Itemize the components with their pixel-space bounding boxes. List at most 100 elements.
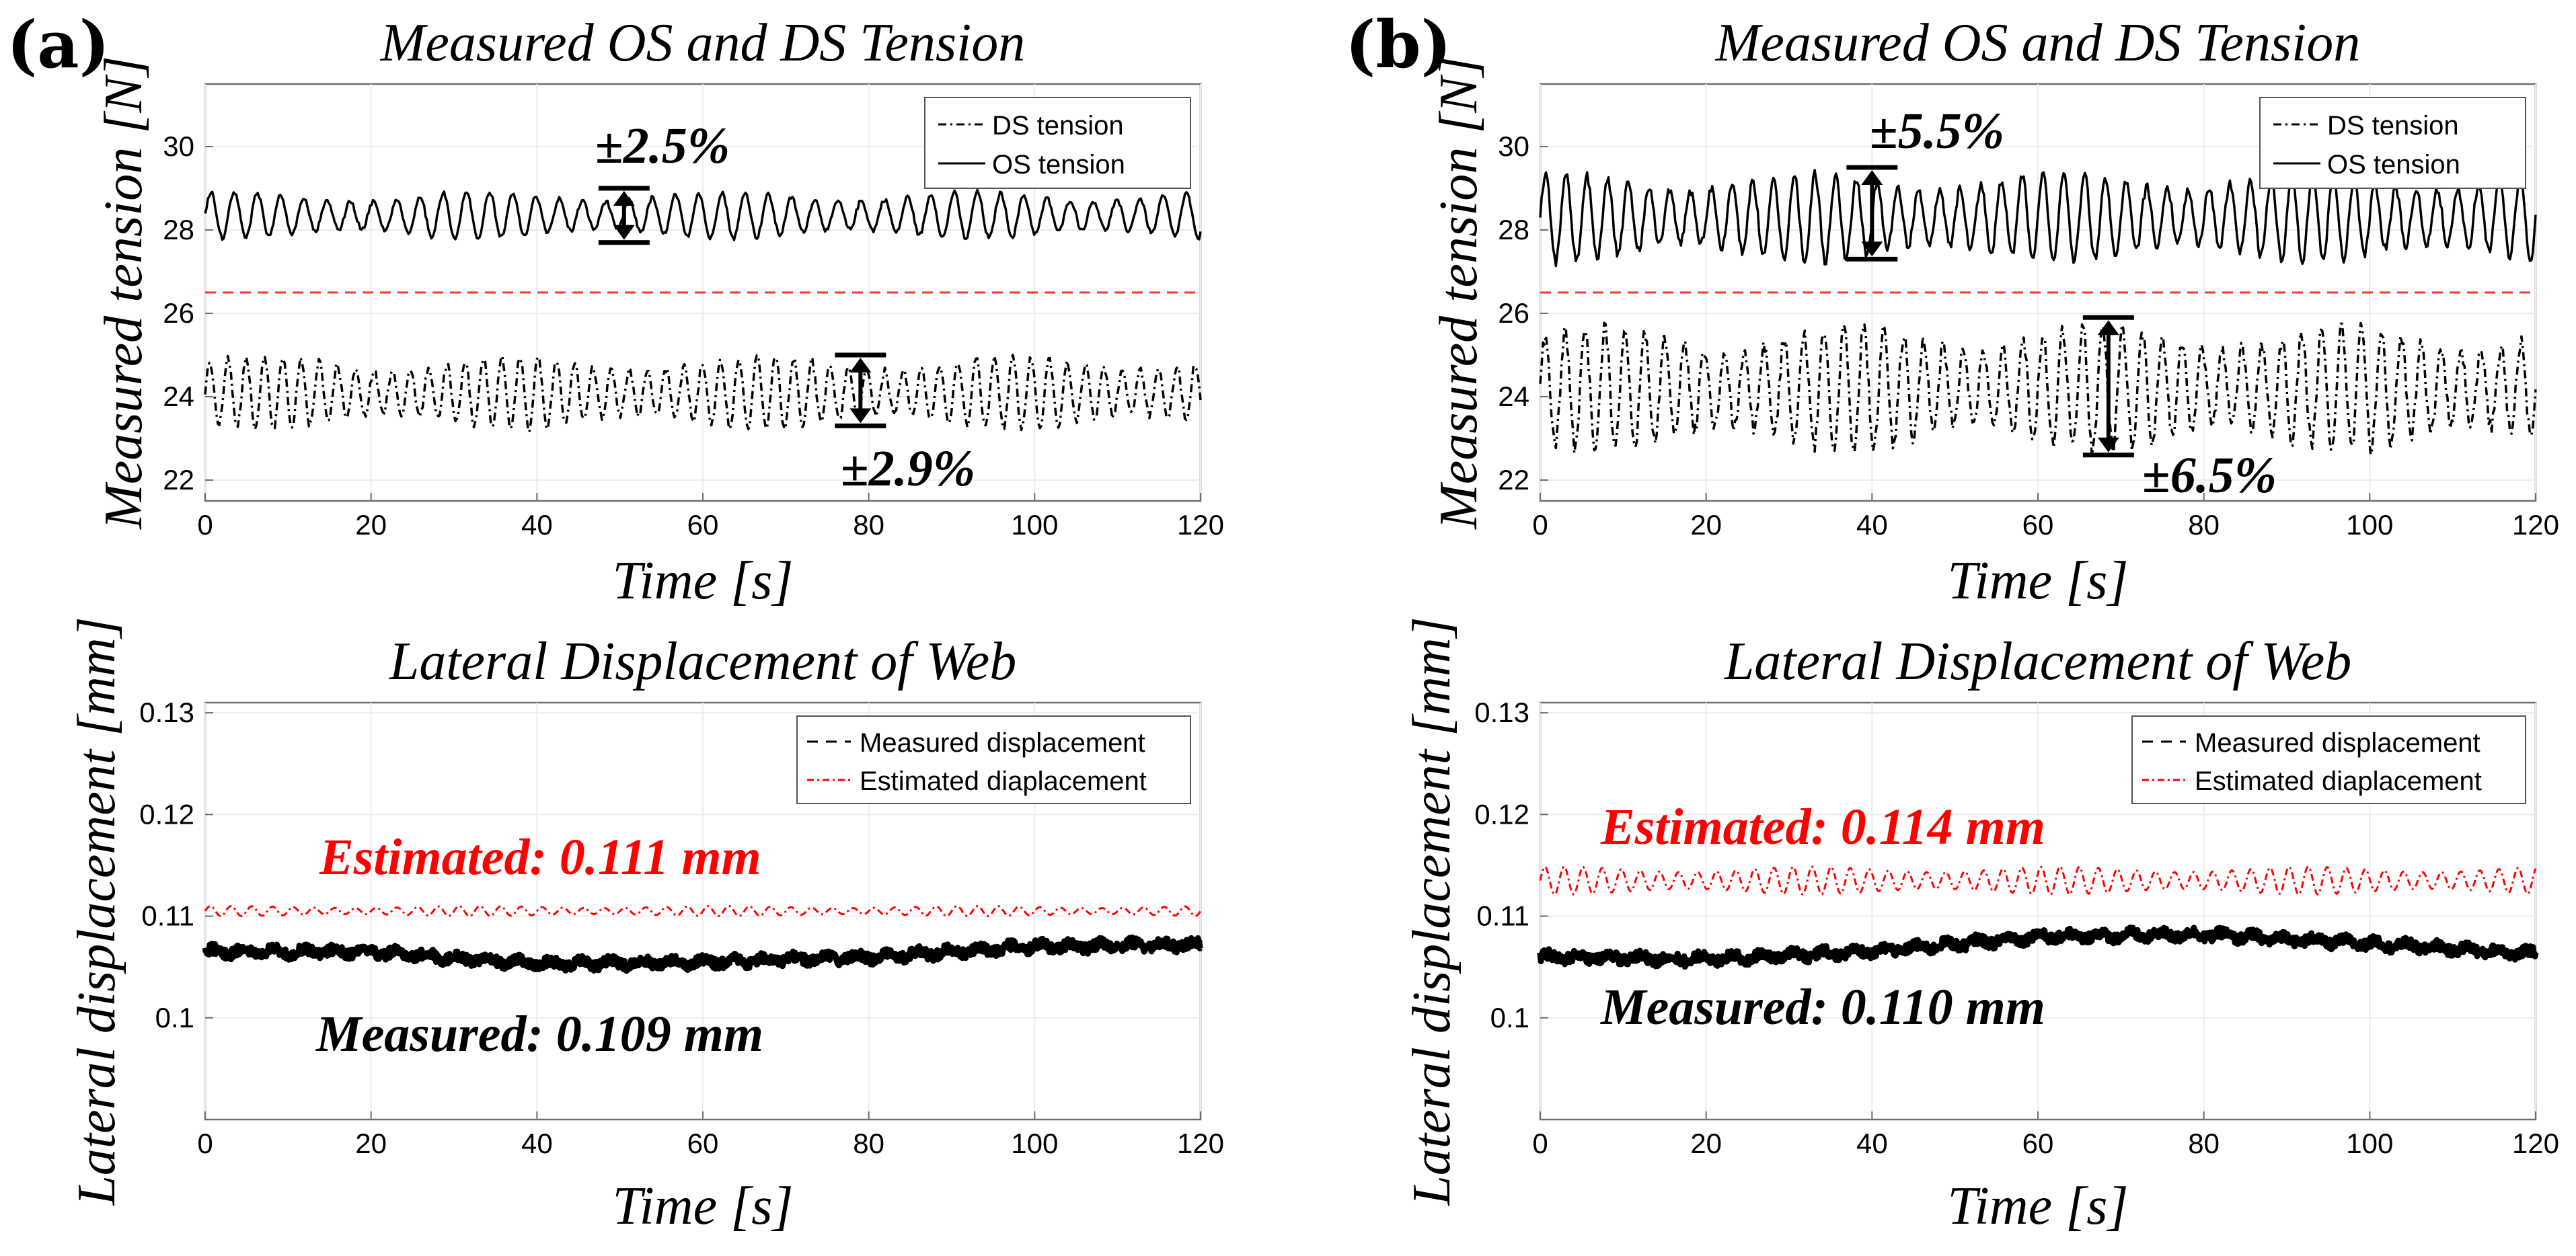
x-tick-label: 60 [2022,1128,2054,1159]
legend-estimated-displacement: Estimated diaplacement [860,767,1147,796]
panel-a-displacement-plot: Lateral Displacement of Web 0 20 40 60 80 100… [67,617,1224,1236]
tolerance-arrow-head-down [849,408,872,424]
x-tick-label: 40 [521,1128,553,1159]
tolerance-arrow-head-up [613,191,635,206]
legend-measured-displacement: Measured displacement [860,728,1145,758]
panel-a-tension-legend: DS tension OS tension [924,97,1191,189]
y-tick-label: 24 [1498,381,1529,412]
panel-b-tension-legend: DS tension OS tension [2259,97,2526,189]
y-tick-label: 0.13 [1474,697,1529,728]
x-tick-label: 40 [1856,509,1888,541]
y-tick-label: 22 [163,464,194,496]
legend-measured-displacement: Measured displacement [2195,728,2480,758]
x-tick-label: 20 [1690,509,1722,541]
panel-b-displacement-legend: Measured displacement Estimated diaplace… [2131,715,2526,804]
y-tick-label: 26 [163,297,194,329]
x-tick-label: 0 [1532,1128,1548,1159]
x-tick-label: 0 [1532,509,1548,541]
panel-b-tension-xlabel: Time [s] [1948,551,2129,611]
y-tick-label: 30 [1498,130,1529,162]
panel-b-measured-value: Measured: 0.110 mm [1600,979,2045,1035]
panel-b-displacement-series [1537,865,2539,970]
panel-a-tension-series [204,186,1202,434]
panel-a-ds-tolerance: ±2.9% [841,440,975,497]
series-measured-displacement [202,934,1203,974]
x-tick-label: 20 [355,1128,387,1159]
series-measured-displacement [1537,925,2539,970]
legend-os-tension: OS tension [2327,150,2460,180]
x-tick-label: 20 [1690,1128,1722,1159]
x-tick-label: 120 [1177,1128,1224,1159]
tolerance-arrow-head-up [2097,320,2119,336]
y-tick-label: 28 [1498,214,1529,245]
y-tick-label: 0.13 [139,697,194,728]
x-tick-label: 100 [2346,509,2393,541]
y-tick-label: 26 [1498,297,1529,329]
series-ds-tension [1539,321,2537,457]
y-tick-label: 30 [163,130,194,162]
panel-a-tension-ticks: 0 20 40 60 80 100 120 22 24 26 28 30 [163,130,1224,541]
series-ds-tension [204,354,1202,434]
x-tick-label: 120 [2512,509,2559,541]
x-tick-label: 80 [853,509,884,541]
x-tick-label: 120 [2512,1128,2559,1159]
panel-b-displacement-ylabel: Lateral displacement [mm] [1402,617,1462,1206]
series-estimated-displacement [204,905,1202,917]
panel-a-tension-ylabel: Measured tension [N] [94,56,153,530]
x-tick-label: 80 [853,1128,884,1159]
panel-b-displacement-ticks: 0 20 40 60 80 100 120 0.1 0.11 0.12 0.13 [1474,697,2559,1159]
x-tick-label: 60 [2022,509,2054,541]
legend-os-tension: OS tension [992,150,1125,180]
panel-b-tension-ticks: 0 20 40 60 80 100 120 22 24 26 28 30 [1498,130,2559,541]
legend-ds-tension: DS tension [992,111,1124,141]
x-tick-label: 60 [687,509,719,541]
series-os-tension [1539,169,2537,268]
panel-b-tension-ylabel: Measured tension [N] [1429,56,1488,530]
y-tick-label: 22 [1498,464,1529,496]
series-estimated-displacement [1539,865,2537,896]
series-os-tension [204,188,1202,241]
tolerance-arrow-head-down [613,225,635,240]
tolerance-arrow-head-down [1861,241,1883,257]
panel-b-ds-tolerance: ±6.5% [2142,447,2277,504]
x-tick-label: 20 [355,509,387,541]
x-tick-label: 120 [1177,509,1224,541]
x-tick-label: 40 [521,509,553,541]
panel-a-estimated-value: Estimated: 0.111 mm [319,829,761,886]
panel-b-displacement-xlabel: Time [s] [1948,1177,2129,1236]
x-tick-label: 100 [1011,509,1058,541]
panel-b-estimated-value: Estimated: 0.114 mm [1600,799,2045,855]
tolerance-arrow-head-up [849,358,872,372]
legend-estimated-displacement: Estimated diaplacement [2195,767,2482,796]
y-tick-label: 28 [163,214,194,245]
x-tick-label: 60 [687,1128,719,1159]
y-tick-label: 0.12 [1474,798,1529,830]
tolerance-arrow-head-down [2097,437,2119,453]
panel-a-tension-xlabel: Time [s] [613,551,794,611]
x-tick-label: 0 [197,1128,213,1159]
panel-a-measured-value: Measured: 0.109 mm [315,1006,763,1062]
panel-a-displacement-ylabel: Lateral displacement [mm] [67,617,126,1206]
y-tick-label: 0.11 [141,900,194,932]
x-tick-label: 80 [2188,509,2220,541]
panel-a-displacement-series [202,905,1203,974]
y-tick-label: 0.11 [1476,900,1529,932]
panel-a-displacement-xlabel: Time [s] [613,1177,794,1236]
panel-a-tension-title: Measured OS and DS Tension [380,13,1026,73]
legend-ds-tension: DS tension [2327,111,2459,141]
panel-b-os-tolerance: ±5.5% [1870,103,2004,159]
tolerance-arrow-head-up [1861,170,1883,185]
x-tick-label: 0 [197,509,213,541]
panel-b-tension-title: Measured OS and DS Tension [1715,13,2361,73]
panel-b-tension-plot: Measured OS and DS Tension 0 20 40 60 80 100 1… [1429,13,2559,611]
y-tick-label: 0.12 [139,798,194,830]
x-tick-label: 100 [2346,1128,2393,1159]
y-tick-label: 0.1 [1490,1002,1529,1033]
y-tick-label: 24 [163,381,194,412]
panel-a-label: (a) [7,7,110,83]
panel-a-displacement-title: Lateral Displacement of Web [389,632,1017,691]
panel-a-displacement-legend: Measured displacement Estimated diaplace… [796,715,1191,804]
x-tick-label: 40 [1856,1128,1888,1159]
panel-b-label: (b) [1345,7,1451,83]
